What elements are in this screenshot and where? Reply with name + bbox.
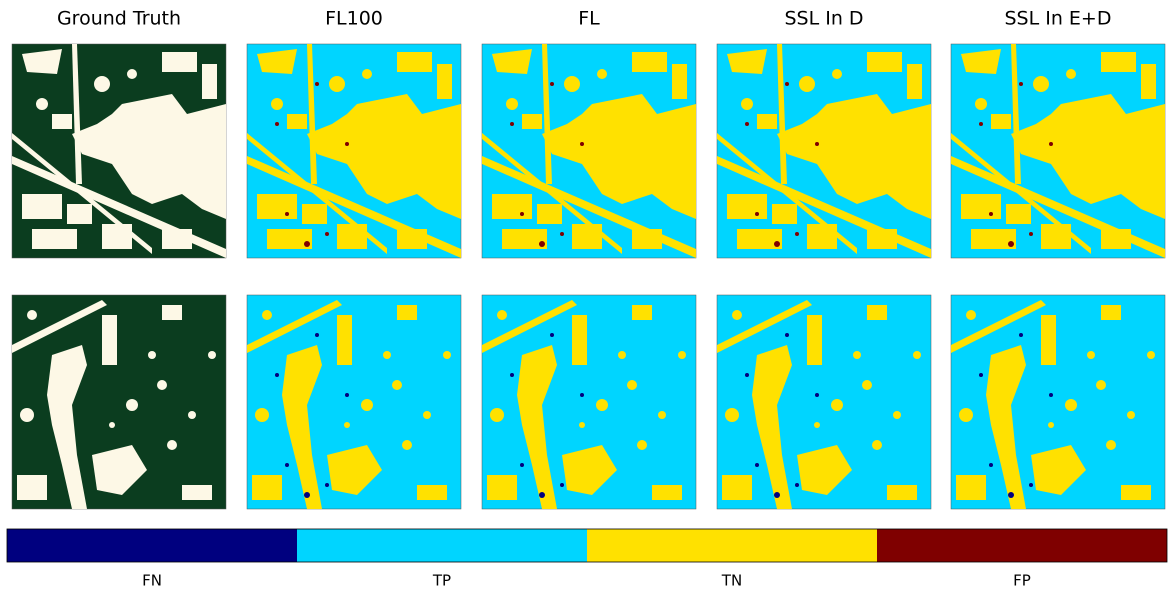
panels — [11, 43, 1166, 510]
column-title: FL — [578, 8, 600, 30]
column-title: SSL In E+D — [1005, 8, 1112, 30]
colorbar-label: FN — [142, 572, 162, 590]
colorbar: FN TP TN FP — [6, 528, 1168, 590]
colorbar-frame — [6, 528, 1168, 563]
column-title: Ground Truth — [57, 8, 181, 30]
column-title: FL100 — [325, 8, 383, 30]
colorbar-segment — [587, 529, 877, 562]
colorbar-segment — [297, 529, 587, 562]
colorbar-label: TN — [721, 572, 742, 590]
colorbar-label: FP — [1013, 572, 1031, 590]
column-title: SSL In D — [784, 8, 863, 30]
colorbar-segment — [7, 529, 297, 562]
colorbar-label: TP — [432, 572, 451, 590]
column-titles: Ground Truth FL100 FL SSL In D SSL In E+D — [57, 8, 1112, 30]
colorbar-segment — [877, 529, 1167, 562]
